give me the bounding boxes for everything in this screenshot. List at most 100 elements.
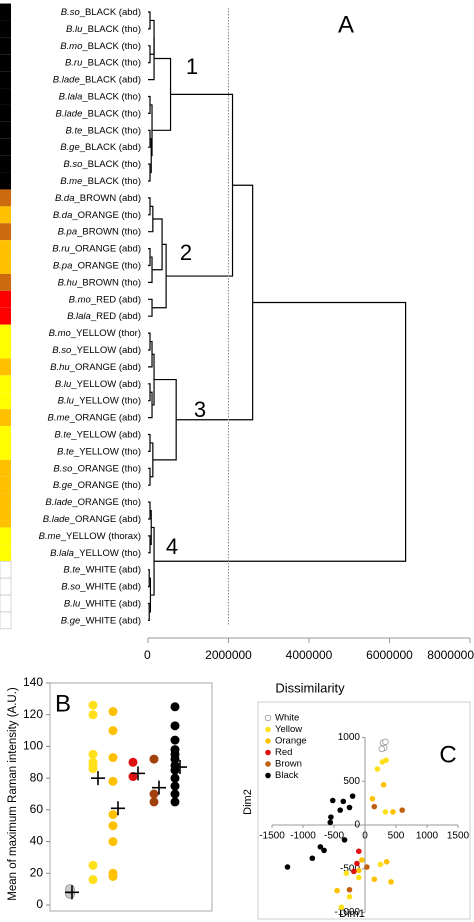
dendrogram-link <box>148 332 151 351</box>
x-tick-label: 0 <box>362 831 368 842</box>
leaf-label: B.me_BLACK (tho) <box>60 176 141 187</box>
strip-point <box>170 773 180 783</box>
x-tick-label: 0 <box>144 648 151 662</box>
leaf-species: B.lu <box>58 395 75 406</box>
leaf-group: _BLACK (tho) <box>81 159 141 170</box>
leaf-label: B.so_BLACK (tho) <box>63 159 141 170</box>
leaf-label: B.mo_YELLOW (thor) <box>49 328 141 339</box>
strip-point <box>128 772 138 782</box>
color-strip-cell <box>0 611 12 630</box>
panel-label: A <box>338 11 354 38</box>
color-strip-cell <box>0 409 11 427</box>
leaf-label: B.pa_ORANGE (tho) <box>53 260 141 271</box>
leaf-group: _YELLOW (thor) <box>70 328 141 339</box>
leaf-label: B.so_BLACK (abd) <box>61 7 141 18</box>
leaf-species: B.mo <box>49 328 71 339</box>
dendrogram-link <box>152 57 172 131</box>
leaf-label: B.lu_BLACK (tho) <box>66 23 141 34</box>
leaf-label: B.mo_RED (abd) <box>69 294 141 305</box>
leaf-species: B.lade <box>45 497 72 508</box>
color-strip-cell <box>0 104 11 122</box>
leaf-species: B.ge <box>60 142 80 153</box>
leaf-group: _YELLOW (abd) <box>70 429 141 440</box>
leaf-group: _BLACK (tho) <box>81 57 141 68</box>
leaf-label: B.lu_YELLOW (tho) <box>58 395 141 406</box>
leaf-group: _YELLOW (abd) <box>70 345 141 356</box>
scatter-point <box>356 874 362 881</box>
scatter-point <box>382 809 389 815</box>
leaf-species: B.lala <box>67 311 91 322</box>
legend-marker <box>265 726 271 733</box>
leaf-label: B.lu_WHITE (abd) <box>64 598 141 609</box>
leaf-species: B.lu <box>66 23 83 34</box>
scatter-point <box>340 798 347 805</box>
leaf-species: B.lade <box>53 74 80 85</box>
leaf-group: _BLACK (abd) <box>79 74 141 85</box>
scatter-point <box>388 879 394 885</box>
color-strip-cell <box>0 527 11 545</box>
leaf-species: B.da <box>55 192 75 203</box>
x-tick-label: 2000000 <box>205 648 252 662</box>
leaf-species: B.ru <box>65 57 83 68</box>
leaf-group: _YELLOW (thorax) <box>60 530 141 541</box>
y-tick-label: -1000 <box>334 907 360 918</box>
leaf-species: B.me <box>39 530 61 541</box>
legend-label: Orange <box>275 736 307 747</box>
color-strip-cell <box>0 172 11 190</box>
legend-label: Brown <box>275 759 302 770</box>
color-strip-cell <box>0 341 11 359</box>
leaf-species: B.so <box>53 463 72 474</box>
color-strip-cell <box>0 510 11 528</box>
scatter-point <box>382 738 389 746</box>
mean-cross <box>152 780 166 795</box>
color-strip-cell <box>0 577 12 596</box>
x-tick-label: -500 <box>324 831 344 842</box>
leaf-label: B.so_YELLOW (abd) <box>52 345 141 356</box>
color-strip-cell <box>0 426 11 443</box>
leaf-label: B.ru_ORANGE (abd) <box>52 243 141 254</box>
strip-point <box>170 797 180 807</box>
leaf-label: B.lala_BLACK (tho) <box>59 91 141 102</box>
color-strip-cell <box>0 257 11 274</box>
color-strip-cell <box>0 20 11 38</box>
leaf-group: _ORANGE (abd) <box>69 514 141 525</box>
leaf-group: _ORANGE (tho) <box>71 480 141 491</box>
cluster-label: 1 <box>186 54 198 79</box>
y-tick-label: 0 <box>36 897 43 911</box>
color-strip-cell <box>0 560 12 579</box>
mean-cross <box>91 771 105 786</box>
color-strip-cell <box>0 392 11 410</box>
scatter-point <box>321 847 327 854</box>
y-tick-label: 80 <box>30 770 44 784</box>
scatter-point <box>356 848 362 855</box>
x-tick-label: -1000 <box>290 831 316 842</box>
leaf-species: B.lala <box>50 547 74 558</box>
x-tick-label: 1000 <box>416 831 439 842</box>
leaf-species: B.me <box>48 412 70 423</box>
plot-frame <box>257 701 471 920</box>
leaf-group: _YELLOW (abd) <box>70 378 141 389</box>
dendrogram-link <box>152 378 177 461</box>
scatter-point <box>359 857 365 863</box>
color-strip-cell <box>0 273 11 291</box>
legend-marker <box>265 749 271 756</box>
leaf-group: _BROWN (tho) <box>76 226 141 237</box>
dendrogram-link <box>152 218 163 271</box>
leaf-group: _ORANGE (abd) <box>69 412 141 423</box>
mean-cross <box>65 885 79 900</box>
strip-point <box>170 781 180 791</box>
leaf-species: B.pa <box>58 226 78 237</box>
scatter-point <box>284 864 291 870</box>
leaf-label: B.hu_BROWN (tho) <box>58 277 141 288</box>
leaf-label: B.lade_ORANGE (tho) <box>45 497 141 508</box>
dendrogram-link <box>148 383 151 402</box>
dendrogram-link <box>166 93 234 277</box>
leaf-group: _WHITE (abd) <box>79 564 141 575</box>
dendrogram-link <box>148 501 151 520</box>
plot-frame <box>49 682 213 912</box>
strip-point <box>108 810 118 820</box>
leaf-species: B.pa <box>53 260 73 271</box>
strip-point <box>108 837 118 847</box>
